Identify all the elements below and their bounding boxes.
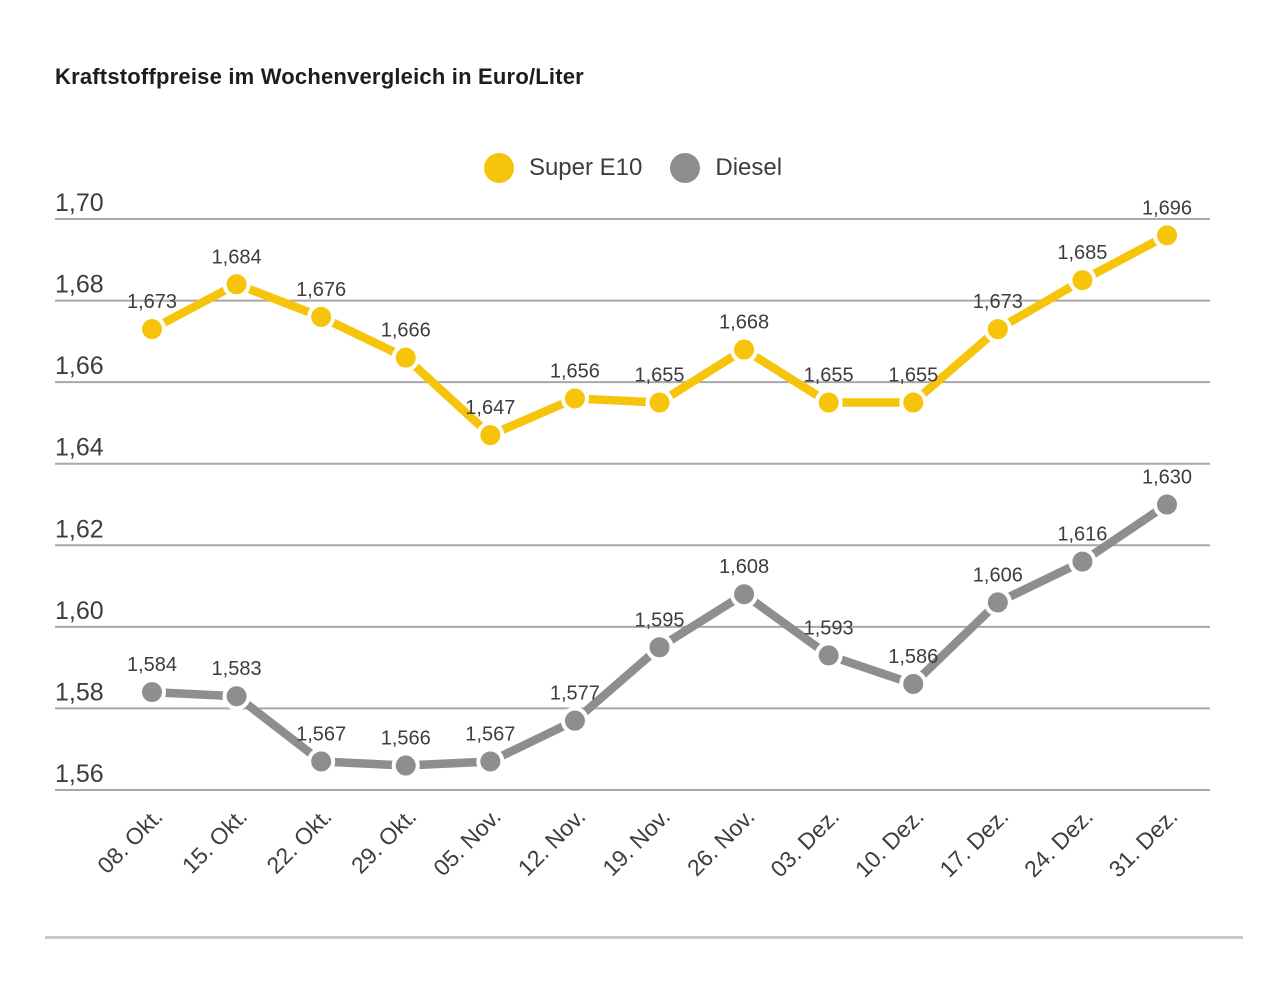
value-label-diesel: 1,606 <box>973 564 1023 586</box>
chart-legend: Super E10 Diesel <box>0 153 1266 183</box>
value-label-diesel: 1,567 <box>465 723 515 745</box>
data-point-diesel <box>983 588 1012 617</box>
y-axis-tick-label: 1,58 <box>55 678 104 706</box>
value-label-super-e10: 1,673 <box>127 291 177 313</box>
value-label-diesel: 1,583 <box>212 658 262 680</box>
y-axis-tick-label: 1,60 <box>55 597 104 625</box>
data-point-super-e10 <box>730 335 759 364</box>
value-label-diesel: 1,616 <box>1057 524 1107 546</box>
value-label-super-e10: 1,668 <box>719 312 769 334</box>
y-axis-tick-label: 1,68 <box>55 271 104 299</box>
value-label-super-e10: 1,685 <box>1057 242 1107 264</box>
data-point-super-e10 <box>222 270 251 299</box>
data-point-super-e10 <box>307 302 336 331</box>
x-axis-label: 05. Nov. <box>428 803 506 881</box>
value-label-super-e10: 1,684 <box>212 246 262 268</box>
value-label-super-e10: 1,655 <box>634 365 684 387</box>
y-axis-tick-label: 1,70 <box>55 189 104 217</box>
x-axis-label: 15. Okt. <box>177 803 252 878</box>
value-label-super-e10: 1,647 <box>465 397 515 419</box>
value-label-diesel: 1,595 <box>634 609 684 631</box>
value-label-diesel: 1,567 <box>296 723 346 745</box>
data-point-diesel <box>899 669 928 698</box>
data-point-super-e10 <box>1068 266 1097 295</box>
legend-label-super-e10: Super E10 <box>528 154 643 181</box>
x-axis-label: 17. Dez. <box>934 803 1013 882</box>
legend-item-diesel: Diesel <box>670 153 782 183</box>
y-axis-tick-label: 1,64 <box>55 434 104 462</box>
value-label-diesel: 1,608 <box>719 556 769 578</box>
data-point-diesel <box>645 633 674 662</box>
data-point-diesel <box>391 751 420 780</box>
value-label-diesel: 1,630 <box>1142 467 1192 489</box>
x-axis-label: 26. Nov. <box>682 803 760 881</box>
y-axis-tick-label: 1,66 <box>55 352 104 380</box>
data-point-super-e10 <box>560 384 589 413</box>
data-point-diesel <box>730 580 759 609</box>
x-axis-label: 31. Dez. <box>1104 803 1183 882</box>
legend-dot-super-e10-icon <box>483 153 514 183</box>
value-label-diesel: 1,577 <box>550 683 600 705</box>
value-label-super-e10: 1,666 <box>381 320 431 342</box>
value-label-super-e10: 1,655 <box>888 365 938 387</box>
legend-label-diesel: Diesel <box>715 154 783 181</box>
legend-dot-diesel-icon <box>670 153 701 183</box>
data-point-super-e10 <box>1153 221 1181 250</box>
data-point-diesel <box>1068 547 1097 576</box>
data-point-diesel <box>222 682 251 711</box>
data-point-diesel <box>138 678 166 707</box>
value-label-super-e10: 1,656 <box>550 360 600 382</box>
x-axis-label: 19. Nov. <box>597 803 675 881</box>
value-label-super-e10: 1,676 <box>296 279 346 301</box>
data-point-diesel <box>560 706 589 735</box>
data-point-super-e10 <box>983 315 1012 344</box>
y-axis-tick-label: 1,62 <box>55 515 104 543</box>
chart-title: Kraftstoffpreise im Wochenvergleich in E… <box>55 64 584 89</box>
footer-divider <box>45 936 1243 939</box>
value-label-super-e10: 1,673 <box>973 291 1023 313</box>
data-point-diesel <box>476 747 505 776</box>
value-label-super-e10: 1,696 <box>1142 197 1192 219</box>
data-point-super-e10 <box>899 388 928 417</box>
x-axis-label: 22. Okt. <box>261 803 336 878</box>
data-point-super-e10 <box>645 388 674 417</box>
x-axis-label: 12. Nov. <box>513 803 591 881</box>
data-point-super-e10 <box>476 421 505 450</box>
value-label-diesel: 1,584 <box>127 654 177 676</box>
data-point-diesel <box>1153 490 1181 519</box>
data-point-super-e10 <box>814 388 843 417</box>
legend-item-super-e10: Super E10 <box>483 153 643 183</box>
data-point-super-e10 <box>138 315 166 344</box>
x-axis-label: 24. Dez. <box>1019 803 1098 882</box>
value-label-diesel: 1,593 <box>804 617 854 639</box>
y-axis-tick-label: 1,56 <box>55 760 104 788</box>
x-axis-label: 29. Okt. <box>346 803 421 878</box>
data-point-diesel <box>814 641 843 670</box>
value-label-diesel: 1,566 <box>381 728 431 750</box>
value-label-super-e10: 1,655 <box>804 365 854 387</box>
x-axis-label: 03. Dez. <box>765 803 844 882</box>
x-axis-label: 08. Okt. <box>92 803 167 878</box>
data-point-super-e10 <box>391 343 420 372</box>
value-label-diesel: 1,586 <box>888 646 938 668</box>
x-axis-label: 10. Dez. <box>850 803 929 882</box>
data-point-diesel <box>307 747 336 776</box>
